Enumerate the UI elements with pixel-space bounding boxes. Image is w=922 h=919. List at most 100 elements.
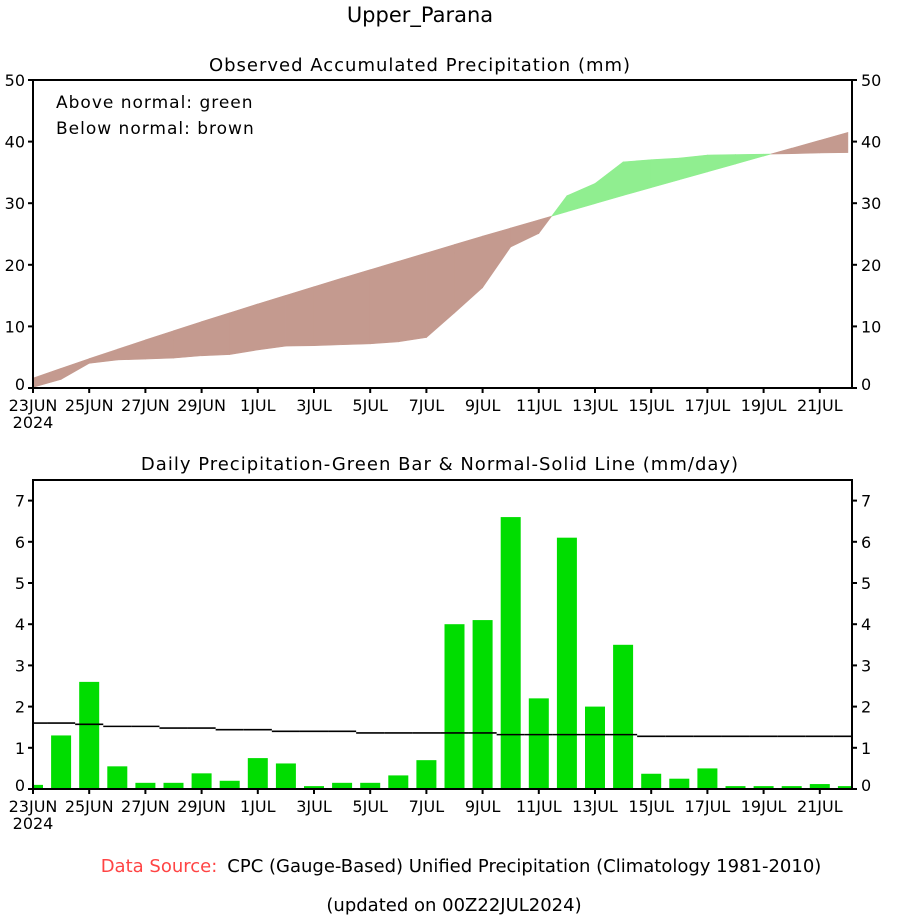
daily-bar [753,786,774,789]
daily-bar [135,782,156,789]
x-tick-label: 29JUN [177,797,226,816]
x-tick-label: 19JUL [741,396,787,415]
below-normal-area [201,312,230,357]
below-normal-area [369,260,399,345]
x-tick-label: 7JUL [409,797,445,816]
y-tick-label-right: 30 [861,194,881,213]
daily-bar [388,775,409,789]
accum-chart-title: Observed Accumulated Precipitation (mm) [209,55,631,76]
daily-bar [416,760,437,789]
daily-bar [725,786,746,789]
y-tick-label-right: 50 [861,71,881,90]
daily-bar [275,763,296,789]
daily-bar [613,644,634,789]
data-source-label: Data Source: [101,856,218,877]
accumulated-chart: 0 0 10 10 20 20 30 30 40 40 50 50 23JUN 25JUN 27JUN 29J… [5,71,882,432]
y-tick-label-left: 1 [15,739,25,758]
daily-bar [697,768,718,789]
daily-bar [528,698,549,789]
x-tick-label: 19JUL [741,797,787,816]
daily-bar [163,782,184,789]
daily-bar [472,620,493,789]
below-normal-area [538,215,553,235]
data-source: Data Source: CPC (Gauge-Based) Unified Pr… [101,856,822,877]
above-normal-area [763,153,771,157]
legend-below: Below normal: brown [56,119,255,139]
figure-title: Upper_Parana [347,3,493,28]
x-tick-label: 27JUN [121,396,170,415]
data-source-text: CPC (Gauge-Based) Unified Precipitation … [227,856,821,877]
below-normal-area [341,269,371,346]
y-tick-label-right: 0 [861,776,871,795]
daily-bar [304,786,324,789]
y-tick-label-right: 1 [861,739,871,758]
y-tick-label-left: 20 [5,256,25,275]
x-year-label: 2024 [13,814,54,833]
x-tick-label: 13JUL [572,396,618,415]
below-normal-area [454,235,483,314]
x-tick-label: 13JUL [572,797,618,816]
above-normal-area [566,183,596,213]
plot-frame [32,79,853,389]
y-tick-label-right: 5 [861,574,871,593]
below-normal-area [791,139,821,155]
x-tick-label: 15JUL [628,797,674,816]
updated-note: (updated on 00Z22JUL2024) [326,895,581,916]
below-normal-area [285,286,315,347]
x-tick-label: 25JUN [65,797,114,816]
below-normal-area [257,294,287,351]
daily-bar [332,782,353,789]
y-tick-label-right: 2 [861,698,871,717]
x-tick-label: 21JUL [797,797,843,816]
below-normal-area [313,277,343,346]
y-tick-label-right: 6 [861,533,871,552]
x-tick-label: 27JUN [121,797,170,816]
below-normal-area [510,219,540,248]
y-tick-label-right: 0 [861,375,871,394]
daily-bar [360,782,381,789]
x-tick-label: 1JUL [240,797,276,816]
x-tick-label: 1JUL [240,396,276,415]
daily-bar [247,758,268,789]
above-normal-area [678,154,708,181]
below-normal-area [173,321,202,359]
y-tick-label-left: 2 [15,698,25,717]
below-normal-area [229,303,259,355]
y-tick-label-left: 10 [5,317,25,336]
above-normal-area [622,159,652,196]
below-normal-area [426,244,455,339]
below-normal-area [397,252,427,343]
above-normal-area [594,161,624,205]
x-tick-label: 21JUL [797,396,843,415]
y-tick-label-left: 3 [15,656,25,675]
x-tick-label: 23JUN [9,396,58,415]
x-tick-label: 29JUN [177,396,226,415]
daily-bar [107,766,128,789]
above-normal-area [550,194,568,217]
below-normal-area [819,132,849,154]
daily-chart: 0 0 1 1 2 2 3 3 4 4 5 5 6 6 7 7 23JUN 25JUN 27JUN 29JUN 1JUL… [9,479,871,833]
y-tick-label-left: 5 [15,574,25,593]
y-tick-label-left: 0 [15,375,25,394]
above-normal-area [735,153,764,165]
daily-chart-title: Daily Precipitation-Green Bar & Normal-S… [141,454,739,475]
below-normal-area [117,339,146,361]
daily-bar [79,681,100,789]
x-year-label: 2024 [13,413,54,432]
x-tick-label: 3JUL [296,396,332,415]
daily-bar [837,786,852,789]
x-tick-label: 9JUL [465,797,501,816]
y-tick-label-right: 4 [861,615,871,634]
legend-above: Above normal: green [56,93,254,113]
above-normal-area [650,157,680,189]
below-normal-area [770,147,793,155]
y-tick-label-right: 3 [861,656,871,675]
x-tick-label: 23JUN [9,797,58,816]
plot-frame [32,479,853,790]
daily-bar [781,786,802,789]
below-normal-area [60,358,90,380]
y-tick-label-left: 40 [5,133,25,152]
y-tick-label-left: 7 [15,492,25,511]
daily-bar [669,778,690,789]
y-tick-label-right: 20 [861,256,881,275]
